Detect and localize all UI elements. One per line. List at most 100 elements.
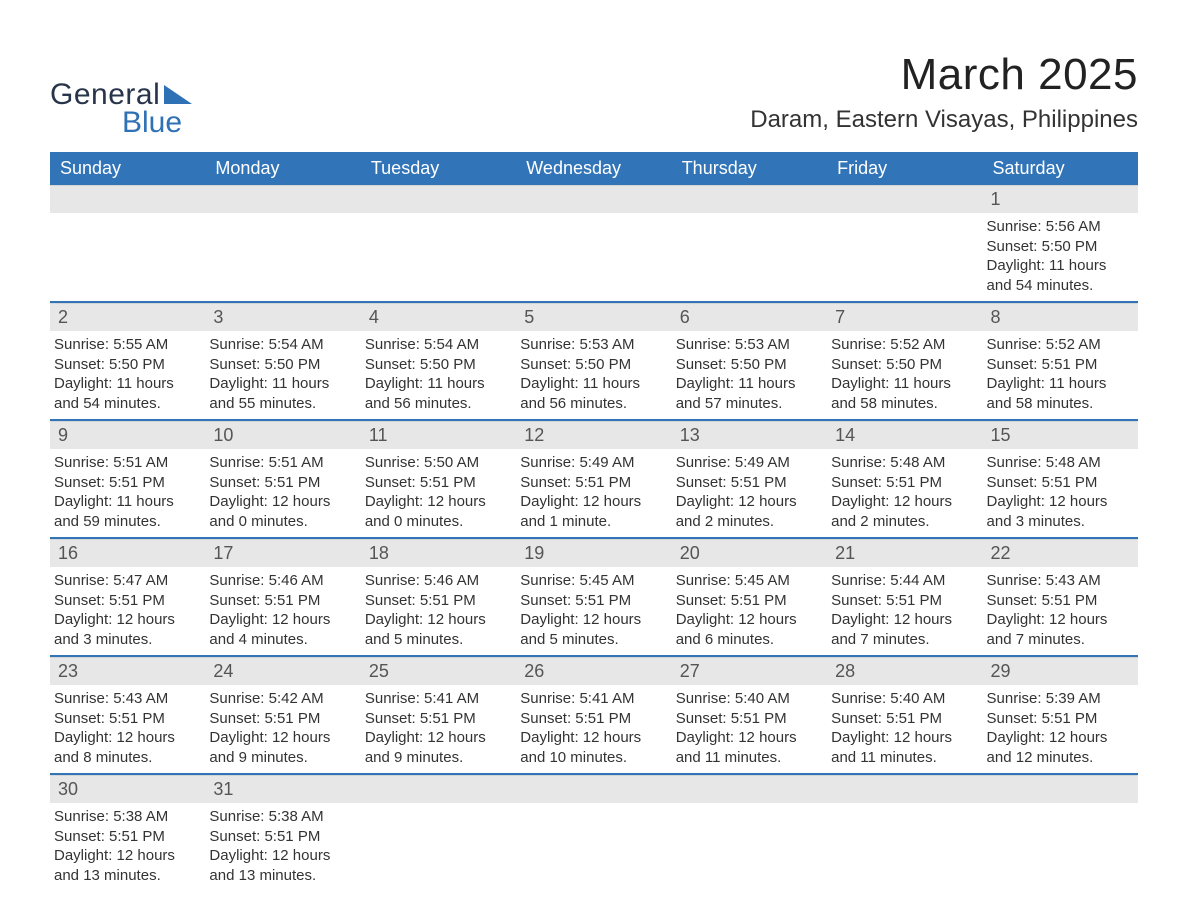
sunset-text: Sunset: 5:50 PM <box>54 355 201 375</box>
day-number: 26 <box>516 657 671 685</box>
daylight-text: Daylight: 12 hours and 6 minutes. <box>676 610 823 649</box>
daylight-text: Daylight: 12 hours and 7 minutes. <box>831 610 978 649</box>
day-details-empty <box>516 803 671 813</box>
day-number: 7 <box>827 303 982 331</box>
day-cell: 23Sunrise: 5:43 AMSunset: 5:51 PMDayligh… <box>50 657 205 773</box>
day-details: Sunrise: 5:43 AMSunset: 5:51 PMDaylight:… <box>50 685 205 773</box>
day-details: Sunrise: 5:41 AMSunset: 5:51 PMDaylight:… <box>361 685 516 773</box>
week-row: 23Sunrise: 5:43 AMSunset: 5:51 PMDayligh… <box>50 657 1138 775</box>
day-details: Sunrise: 5:41 AMSunset: 5:51 PMDaylight:… <box>516 685 671 773</box>
day-cell <box>361 775 516 891</box>
day-cell: 15Sunrise: 5:48 AMSunset: 5:51 PMDayligh… <box>983 421 1138 537</box>
sunset-text: Sunset: 5:50 PM <box>520 355 667 375</box>
sunset-text: Sunset: 5:51 PM <box>365 709 512 729</box>
day-details-empty <box>983 803 1138 813</box>
sunrise-text: Sunrise: 5:50 AM <box>365 453 512 473</box>
day-cell: 7Sunrise: 5:52 AMSunset: 5:50 PMDaylight… <box>827 303 982 419</box>
sunrise-text: Sunrise: 5:53 AM <box>676 335 823 355</box>
sunrise-text: Sunrise: 5:56 AM <box>987 217 1134 237</box>
day-details: Sunrise: 5:40 AMSunset: 5:51 PMDaylight:… <box>827 685 982 773</box>
sunrise-text: Sunrise: 5:52 AM <box>831 335 978 355</box>
week-row: 9Sunrise: 5:51 AMSunset: 5:51 PMDaylight… <box>50 421 1138 539</box>
day-details: Sunrise: 5:39 AMSunset: 5:51 PMDaylight:… <box>983 685 1138 773</box>
day-cell: 8Sunrise: 5:52 AMSunset: 5:51 PMDaylight… <box>983 303 1138 419</box>
title-block: March 2025 Daram, Eastern Visayas, Phili… <box>750 50 1138 134</box>
sunrise-text: Sunrise: 5:51 AM <box>54 453 201 473</box>
sunrise-text: Sunrise: 5:45 AM <box>520 571 667 591</box>
sunset-text: Sunset: 5:51 PM <box>54 827 201 847</box>
sunset-text: Sunset: 5:51 PM <box>987 473 1134 493</box>
day-cell <box>827 185 982 301</box>
sunset-text: Sunset: 5:51 PM <box>676 473 823 493</box>
daylight-text: Daylight: 12 hours and 0 minutes. <box>365 492 512 531</box>
day-cell: 10Sunrise: 5:51 AMSunset: 5:51 PMDayligh… <box>205 421 360 537</box>
sunset-text: Sunset: 5:51 PM <box>831 591 978 611</box>
day-cell <box>827 775 982 891</box>
day-number <box>361 775 516 803</box>
sunset-text: Sunset: 5:51 PM <box>831 473 978 493</box>
week-row: 2Sunrise: 5:55 AMSunset: 5:50 PMDaylight… <box>50 303 1138 421</box>
sunset-text: Sunset: 5:51 PM <box>54 591 201 611</box>
sunset-text: Sunset: 5:51 PM <box>520 709 667 729</box>
logo-text-blue: Blue <box>122 106 192 140</box>
day-details: Sunrise: 5:47 AMSunset: 5:51 PMDaylight:… <box>50 567 205 655</box>
daylight-text: Daylight: 12 hours and 4 minutes. <box>209 610 356 649</box>
sunrise-text: Sunrise: 5:41 AM <box>365 689 512 709</box>
day-details-empty <box>361 803 516 813</box>
sunset-text: Sunset: 5:51 PM <box>520 591 667 611</box>
day-number <box>827 775 982 803</box>
daylight-text: Daylight: 12 hours and 1 minute. <box>520 492 667 531</box>
day-cell: 5Sunrise: 5:53 AMSunset: 5:50 PMDaylight… <box>516 303 671 419</box>
day-number: 21 <box>827 539 982 567</box>
day-details-empty <box>361 213 516 223</box>
sunset-text: Sunset: 5:50 PM <box>676 355 823 375</box>
day-cell <box>672 775 827 891</box>
day-details: Sunrise: 5:53 AMSunset: 5:50 PMDaylight:… <box>516 331 671 419</box>
day-label-wednesday: Wednesday <box>516 152 671 185</box>
day-label-friday: Friday <box>827 152 982 185</box>
day-details-empty <box>672 803 827 813</box>
day-cell: 2Sunrise: 5:55 AMSunset: 5:50 PMDaylight… <box>50 303 205 419</box>
day-number <box>827 185 982 213</box>
daylight-text: Daylight: 12 hours and 7 minutes. <box>987 610 1134 649</box>
sunrise-text: Sunrise: 5:45 AM <box>676 571 823 591</box>
day-number: 14 <box>827 421 982 449</box>
daylight-text: Daylight: 11 hours and 56 minutes. <box>365 374 512 413</box>
day-number: 19 <box>516 539 671 567</box>
daylight-text: Daylight: 11 hours and 55 minutes. <box>209 374 356 413</box>
day-details-empty <box>827 803 982 813</box>
daylight-text: Daylight: 12 hours and 2 minutes. <box>831 492 978 531</box>
calendar: Sunday Monday Tuesday Wednesday Thursday… <box>50 152 1138 891</box>
day-cell: 17Sunrise: 5:46 AMSunset: 5:51 PMDayligh… <box>205 539 360 655</box>
day-number: 10 <box>205 421 360 449</box>
day-cell: 11Sunrise: 5:50 AMSunset: 5:51 PMDayligh… <box>361 421 516 537</box>
day-cell: 31Sunrise: 5:38 AMSunset: 5:51 PMDayligh… <box>205 775 360 891</box>
day-number: 25 <box>361 657 516 685</box>
day-details: Sunrise: 5:56 AMSunset: 5:50 PMDaylight:… <box>983 213 1138 301</box>
day-details-empty <box>50 213 205 223</box>
day-number: 15 <box>983 421 1138 449</box>
day-number <box>516 185 671 213</box>
sunset-text: Sunset: 5:51 PM <box>365 473 512 493</box>
day-cell: 12Sunrise: 5:49 AMSunset: 5:51 PMDayligh… <box>516 421 671 537</box>
sunrise-text: Sunrise: 5:46 AM <box>209 571 356 591</box>
day-cell: 28Sunrise: 5:40 AMSunset: 5:51 PMDayligh… <box>827 657 982 773</box>
sunset-text: Sunset: 5:51 PM <box>520 473 667 493</box>
day-details: Sunrise: 5:54 AMSunset: 5:50 PMDaylight:… <box>205 331 360 419</box>
day-details: Sunrise: 5:49 AMSunset: 5:51 PMDaylight:… <box>672 449 827 537</box>
day-cell: 6Sunrise: 5:53 AMSunset: 5:50 PMDaylight… <box>672 303 827 419</box>
day-cell: 1Sunrise: 5:56 AMSunset: 5:50 PMDaylight… <box>983 185 1138 301</box>
daylight-text: Daylight: 12 hours and 5 minutes. <box>520 610 667 649</box>
day-number: 3 <box>205 303 360 331</box>
sunrise-text: Sunrise: 5:49 AM <box>520 453 667 473</box>
daylight-text: Daylight: 12 hours and 9 minutes. <box>365 728 512 767</box>
day-label-saturday: Saturday <box>983 152 1138 185</box>
day-cell: 27Sunrise: 5:40 AMSunset: 5:51 PMDayligh… <box>672 657 827 773</box>
day-cell: 4Sunrise: 5:54 AMSunset: 5:50 PMDaylight… <box>361 303 516 419</box>
sunset-text: Sunset: 5:50 PM <box>209 355 356 375</box>
day-number <box>50 185 205 213</box>
day-details: Sunrise: 5:49 AMSunset: 5:51 PMDaylight:… <box>516 449 671 537</box>
sunset-text: Sunset: 5:50 PM <box>831 355 978 375</box>
day-number: 31 <box>205 775 360 803</box>
sunset-text: Sunset: 5:51 PM <box>54 709 201 729</box>
